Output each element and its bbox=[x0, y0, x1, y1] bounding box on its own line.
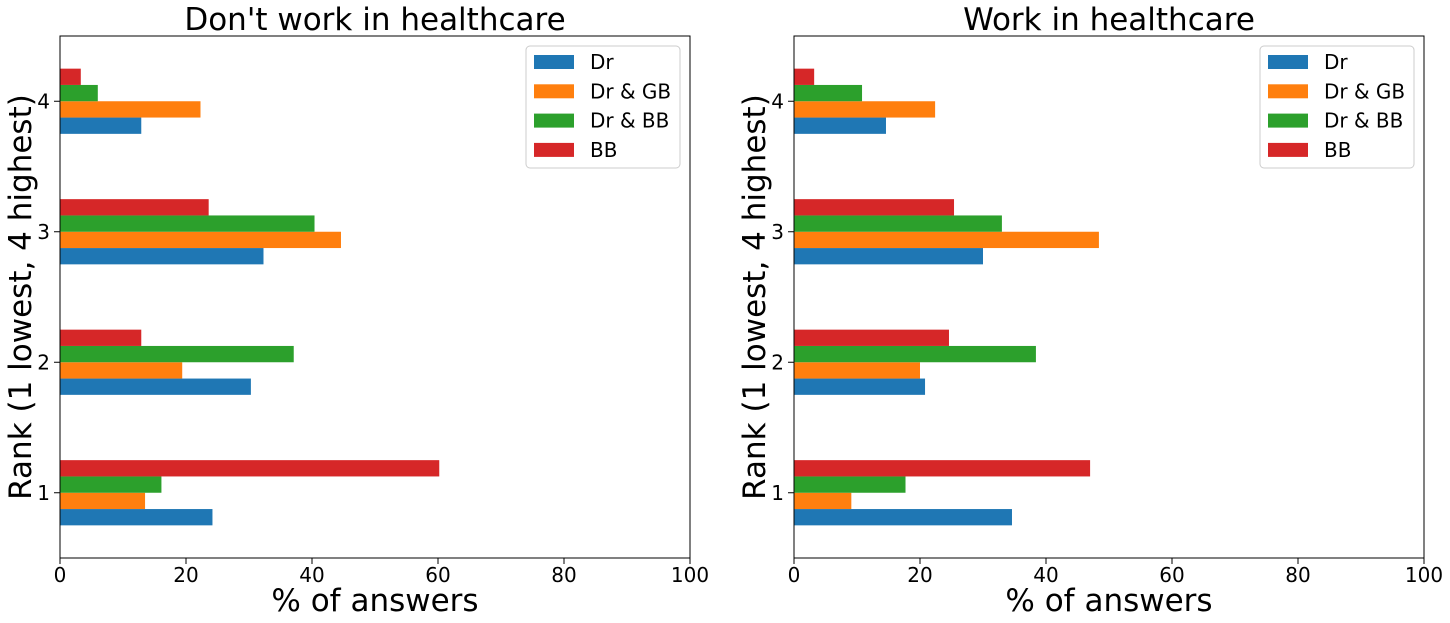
bar-dr-rank-4 bbox=[794, 117, 886, 134]
x-tick-label: 100 bbox=[671, 563, 709, 587]
bar-dr-bb-rank-2 bbox=[60, 345, 294, 363]
bar-dr-gb-rank-2 bbox=[60, 362, 183, 379]
y-tick-label: 3 bbox=[771, 220, 784, 244]
bar-dr-bb-rank-1 bbox=[60, 476, 162, 493]
legend: Dr Dr & GB Dr & BB BB bbox=[525, 45, 681, 169]
legend-swatch bbox=[534, 142, 574, 157]
legend-swatch bbox=[534, 84, 574, 99]
plot-frame bbox=[793, 35, 1425, 559]
bar-dr-rank-1 bbox=[60, 509, 213, 526]
bar-bb-rank-4 bbox=[794, 68, 815, 85]
x-tick-label: 0 bbox=[788, 563, 801, 587]
x-tick-label: 40 bbox=[1033, 563, 1058, 587]
bar-dr-gb-rank-4 bbox=[60, 101, 201, 118]
bar-dr-bb-rank-4 bbox=[794, 84, 863, 102]
x-tick-label: 60 bbox=[425, 563, 450, 587]
y-tick-label: 4 bbox=[37, 89, 50, 113]
legend-label: Dr & BB bbox=[1324, 109, 1403, 133]
y-tick-label: 2 bbox=[771, 350, 784, 374]
legend-box bbox=[525, 45, 681, 169]
chart-title: Don't work in healthcare bbox=[184, 2, 565, 38]
x-tick-label: 20 bbox=[173, 563, 198, 587]
x-tick-label: 0 bbox=[54, 563, 67, 587]
x-tick-label: 40 bbox=[299, 563, 324, 587]
bar-dr-rank-3 bbox=[60, 248, 264, 265]
legend-label: Dr & GB bbox=[590, 79, 671, 103]
chart-title: Work in healthcare bbox=[963, 2, 1255, 38]
bar-bb-rank-3 bbox=[794, 199, 955, 216]
x-tick-label: 20 bbox=[907, 563, 932, 587]
y-tick-label: 1 bbox=[37, 481, 50, 505]
legend-swatch bbox=[1268, 142, 1308, 157]
legend-label: Dr bbox=[590, 50, 614, 74]
legend-label: Dr & GB bbox=[1324, 79, 1405, 103]
bar-bb-rank-2 bbox=[60, 329, 142, 346]
x-axis-label: % of answers bbox=[271, 583, 478, 619]
legend-swatch bbox=[534, 55, 574, 69]
legend-label: BB bbox=[590, 138, 617, 162]
y-tick-label: 4 bbox=[771, 89, 784, 113]
bar-bb-rank-2 bbox=[794, 329, 949, 346]
bar-dr-gb-rank-3 bbox=[60, 231, 341, 249]
bar-dr-rank-2 bbox=[60, 378, 251, 395]
y-axis-label: Rank (1 lowest, 4 highest) bbox=[737, 94, 773, 500]
bar-dr-gb-rank-4 bbox=[794, 101, 936, 118]
bar-dr-bb-rank-2 bbox=[794, 345, 1036, 363]
y-axis-label: Rank (1 lowest, 4 highest) bbox=[3, 94, 39, 500]
y-tick-label: 1 bbox=[771, 481, 784, 505]
legend-swatch bbox=[1268, 113, 1308, 128]
bar-bb-rank-1 bbox=[60, 460, 440, 477]
bar-dr-bb-rank-3 bbox=[794, 215, 1002, 232]
legend-swatch bbox=[1268, 55, 1308, 69]
bar-dr-gb-rank-1 bbox=[794, 492, 852, 510]
bar-bb-rank-3 bbox=[60, 199, 209, 216]
bar-dr-gb-rank-3 bbox=[794, 231, 1099, 249]
legend-box bbox=[1259, 45, 1415, 169]
x-tick-label: 80 bbox=[551, 563, 576, 587]
bar-dr-bb-rank-1 bbox=[794, 476, 906, 493]
legend-label: Dr & BB bbox=[590, 109, 669, 133]
x-tick-label: 60 bbox=[1159, 563, 1184, 587]
x-axis-label: % of answers bbox=[1005, 583, 1212, 619]
legend-label: Dr bbox=[1324, 50, 1348, 74]
bar-dr-gb-rank-2 bbox=[794, 362, 920, 379]
x-tick-label: 100 bbox=[1405, 563, 1443, 587]
x-tick-label: 80 bbox=[1285, 563, 1310, 587]
bar-bb-rank-4 bbox=[60, 68, 81, 85]
bar-dr-bb-rank-3 bbox=[60, 215, 315, 232]
legend: Dr Dr & GB Dr & BB BB bbox=[1259, 45, 1415, 169]
bar-dr-rank-2 bbox=[794, 378, 926, 395]
y-tick-label: 2 bbox=[37, 350, 50, 374]
bar-dr-rank-3 bbox=[794, 248, 983, 265]
bar-dr-rank-1 bbox=[794, 509, 1012, 526]
plot-frame bbox=[59, 35, 691, 559]
bar-dr-gb-rank-1 bbox=[60, 492, 146, 510]
chart-panel-1: 0 20 40 60 80 100 1 2 3 4 Don't work in healthcare… bbox=[3, 2, 709, 619]
bar-dr-bb-rank-4 bbox=[60, 84, 98, 102]
legend-swatch bbox=[534, 113, 574, 128]
legend-label: BB bbox=[1324, 138, 1351, 162]
bar-bb-rank-1 bbox=[794, 460, 1091, 477]
chart-panel-2: 0 20 40 60 80 100 1 2 3 4 Work in healthcare % of a… bbox=[737, 2, 1443, 619]
bar-dr-rank-4 bbox=[60, 117, 142, 134]
legend-swatch bbox=[1268, 84, 1308, 99]
y-tick-label: 3 bbox=[37, 220, 50, 244]
